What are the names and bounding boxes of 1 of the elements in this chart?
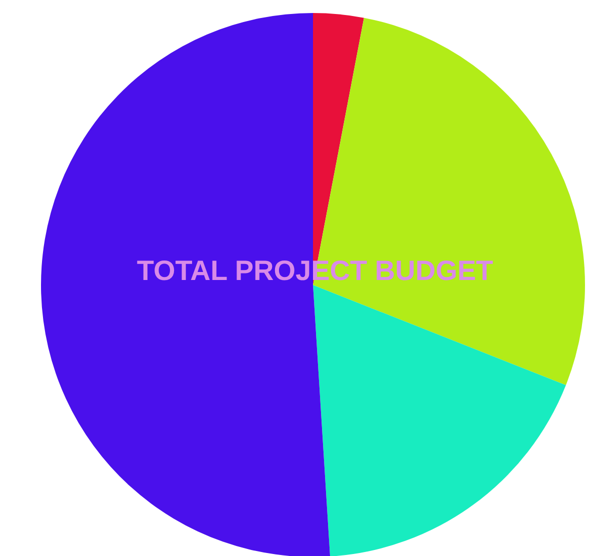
pie-slice (313, 285, 566, 556)
